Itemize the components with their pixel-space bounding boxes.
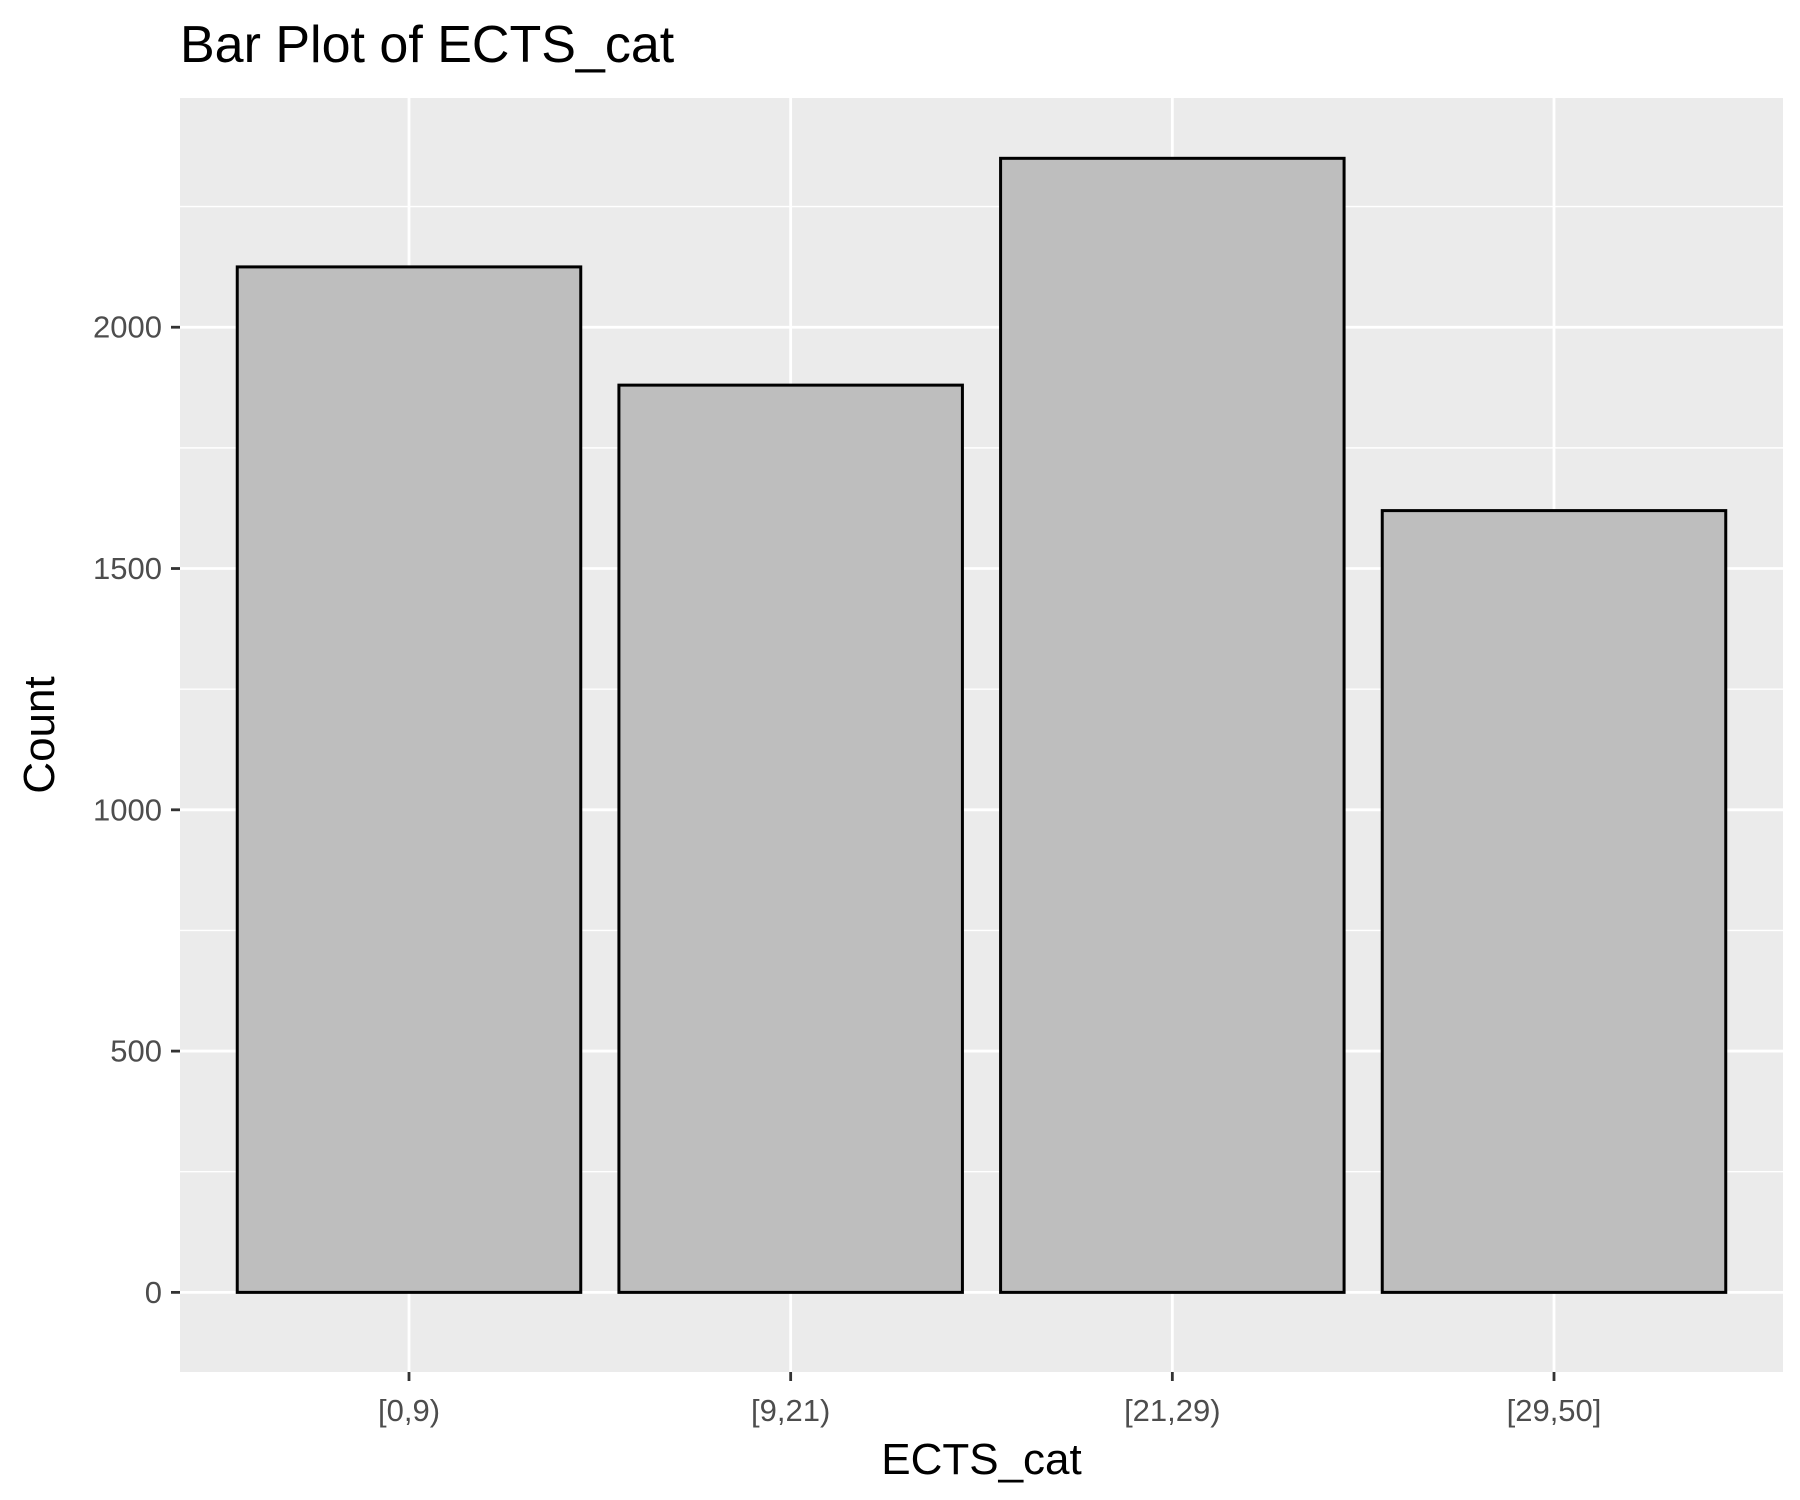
y-axis-title: Count — [15, 676, 64, 793]
y-tick-label: 1500 — [93, 551, 162, 586]
x-tick-label: [9,21) — [751, 1393, 830, 1428]
y-tick-label: 500 — [110, 1034, 162, 1069]
x-tick-label: [29,50] — [1507, 1393, 1602, 1428]
y-tick-label: 0 — [145, 1275, 162, 1310]
bar — [235, 265, 583, 1294]
y-tick-label: 2000 — [93, 310, 162, 345]
bar — [999, 156, 1346, 1294]
x-tick-label: [21,29) — [1124, 1393, 1221, 1428]
x-tick-label: [0,9) — [378, 1393, 440, 1428]
chart-title: Bar Plot of ECTS_cat — [180, 16, 675, 74]
bar — [617, 383, 964, 1294]
x-axis: [0,9) [9,21) [21,29) [29,50] — [378, 1372, 1601, 1428]
bar — [1380, 509, 1728, 1294]
y-tick-label: 1000 — [93, 792, 162, 827]
bars — [235, 156, 1728, 1294]
x-axis-title: ECTS_cat — [881, 1435, 1082, 1484]
y-axis: 0 500 1000 1500 2000 — [93, 310, 180, 1310]
